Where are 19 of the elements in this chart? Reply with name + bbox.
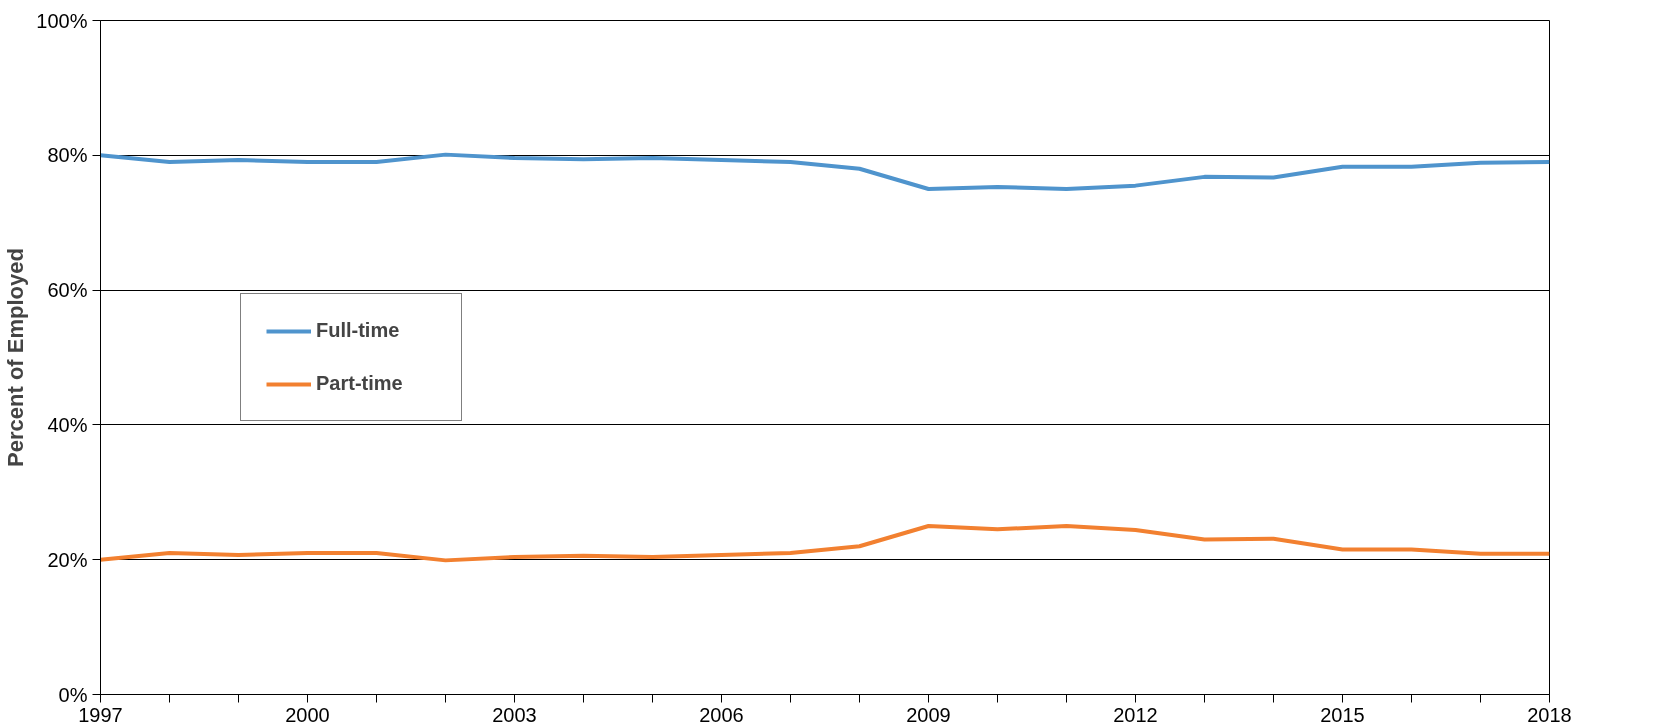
y-tick-label: 40% (47, 413, 88, 436)
y-axis-title: Percent of Employed (3, 248, 29, 467)
y-tick-label: 100% (36, 9, 88, 32)
x-tick-label: 1997 (78, 703, 123, 724)
y-tick-label: 80% (47, 144, 88, 167)
x-tick-label: 2006 (699, 703, 744, 724)
y-tick-label: 60% (47, 279, 88, 302)
x-tick-label: 2012 (1113, 703, 1158, 724)
y-tick-label: 0% (58, 683, 88, 706)
legend-label: Full-time (316, 319, 401, 342)
line-series (100, 524, 1550, 563)
legend-label: Part-time (316, 372, 404, 395)
line-series (100, 152, 1550, 191)
x-tick-label: 2018 (1527, 703, 1572, 724)
x-tick-label: 2003 (492, 703, 537, 724)
x-tick-label: 2009 (906, 703, 951, 724)
x-tick-label: 2015 (1320, 703, 1365, 724)
y-tick-label: 20% (47, 548, 88, 571)
x-tick-label: 2000 (285, 703, 330, 724)
